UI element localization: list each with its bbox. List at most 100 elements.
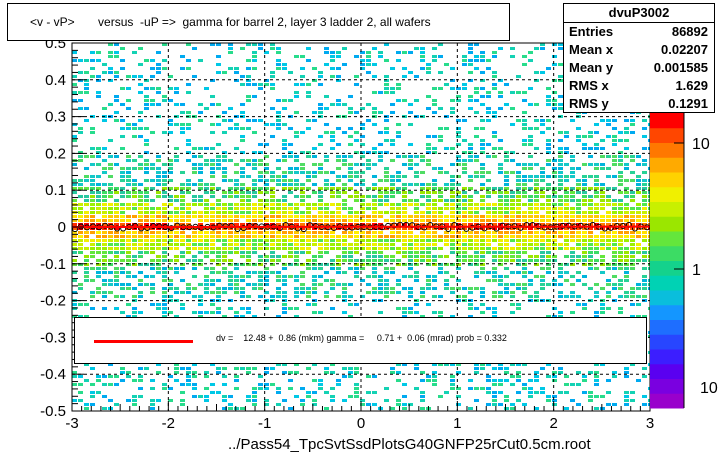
heatmap-cell	[198, 311, 203, 314]
heatmap-cell	[264, 171, 269, 174]
heatmap-cell	[480, 387, 485, 390]
heatmap-cell	[90, 295, 95, 298]
heatmap-cell	[372, 163, 377, 166]
heatmap-cell	[192, 375, 197, 378]
heatmap-cell	[540, 235, 545, 238]
heatmap-cell	[492, 379, 497, 382]
heatmap-cell	[114, 295, 119, 298]
heatmap-cell	[402, 51, 407, 54]
heatmap-cell	[156, 303, 161, 306]
heatmap-cell	[504, 283, 509, 286]
heatmap-cell	[216, 391, 221, 394]
heatmap-cell	[312, 263, 317, 266]
heatmap-cell	[390, 195, 395, 198]
heatmap-cell	[474, 55, 479, 58]
fit-legend: dv = 12.48 + 0.86 (mkm) gamma = 0.71 + 0…	[74, 317, 647, 364]
heatmap-cell	[222, 203, 227, 206]
heatmap-cell	[162, 383, 167, 386]
heatmap-cell	[522, 111, 527, 114]
heatmap-cell	[306, 263, 311, 266]
heatmap-cell	[606, 219, 611, 222]
heatmap-cell	[402, 235, 407, 238]
heatmap-cell	[162, 131, 167, 134]
heatmap-cell	[216, 203, 221, 206]
heatmap-cell	[258, 211, 263, 214]
heatmap-cell	[348, 107, 353, 110]
heatmap-cell	[408, 215, 413, 218]
heatmap-cell	[426, 375, 431, 378]
heatmap-cell	[156, 51, 161, 54]
heatmap-cell	[396, 59, 401, 62]
heatmap-cell	[366, 291, 371, 294]
heatmap-cell	[360, 171, 365, 174]
heatmap-cell	[594, 131, 599, 134]
heatmap-cell	[552, 175, 557, 178]
heatmap-cell	[228, 191, 233, 194]
heatmap-cell	[396, 227, 401, 230]
heatmap-cell	[414, 363, 419, 366]
heatmap-cell	[516, 175, 521, 178]
heatmap-cell	[180, 267, 185, 270]
heatmap-cell	[78, 91, 83, 94]
heatmap-cell	[270, 383, 275, 386]
heatmap-cell	[624, 227, 629, 230]
heatmap-cell	[126, 195, 131, 198]
heatmap-cell	[372, 215, 377, 218]
heatmap-cell	[432, 211, 437, 214]
heatmap-cell	[300, 203, 305, 206]
heatmap-cell	[588, 199, 593, 202]
heatmap-cell	[108, 251, 113, 254]
heatmap-cell	[72, 179, 77, 182]
heatmap-cell	[546, 187, 551, 190]
heatmap-cell	[246, 191, 251, 194]
heatmap-cell	[432, 151, 437, 154]
heatmap-cell	[252, 203, 257, 206]
heatmap-cell	[366, 235, 371, 238]
heatmap-cell	[246, 119, 251, 122]
heatmap-cell	[492, 311, 497, 314]
heatmap-cell	[240, 291, 245, 294]
heatmap-cell	[306, 267, 311, 270]
x-tick-label: -1	[258, 415, 271, 432]
heatmap-cell	[270, 263, 275, 266]
heatmap-cell	[270, 271, 275, 274]
heatmap-cell	[240, 195, 245, 198]
heatmap-cell	[294, 279, 299, 282]
heatmap-cell	[138, 375, 143, 378]
heatmap-cell	[246, 283, 251, 286]
heatmap-cell	[318, 191, 323, 194]
heatmap-cell	[426, 235, 431, 238]
heatmap-cell	[618, 311, 623, 314]
heatmap-cell	[642, 395, 647, 398]
heatmap-cell	[552, 103, 557, 106]
heatmap-cell	[240, 135, 245, 138]
heatmap-cell	[96, 207, 101, 210]
heatmap-cell	[390, 67, 395, 70]
heatmap-cell	[108, 231, 113, 234]
heatmap-cell	[168, 187, 173, 190]
heatmap-cell	[618, 247, 623, 250]
heatmap-cell	[312, 207, 317, 210]
heatmap-cell	[540, 239, 545, 242]
heatmap-cell	[426, 63, 431, 66]
heatmap-cell	[486, 379, 491, 382]
heatmap-cell	[534, 407, 539, 410]
heatmap-cell	[288, 143, 293, 146]
heatmap-cell	[510, 123, 515, 126]
heatmap-cell	[600, 271, 605, 274]
heatmap-cell	[420, 247, 425, 250]
heatmap-cell	[324, 247, 329, 250]
heatmap-cell	[414, 279, 419, 282]
heatmap-cell	[408, 231, 413, 234]
heatmap-cell	[258, 143, 263, 146]
heatmap-cell	[78, 235, 83, 238]
heatmap-cell	[78, 99, 83, 102]
heatmap-cell	[384, 167, 389, 170]
heatmap-cell	[396, 175, 401, 178]
heatmap-cell	[174, 315, 179, 318]
heatmap-cell	[342, 103, 347, 106]
heatmap-cell	[438, 311, 443, 314]
heatmap-cell	[354, 235, 359, 238]
heatmap-cell	[612, 187, 617, 190]
heatmap-cell	[438, 315, 443, 318]
